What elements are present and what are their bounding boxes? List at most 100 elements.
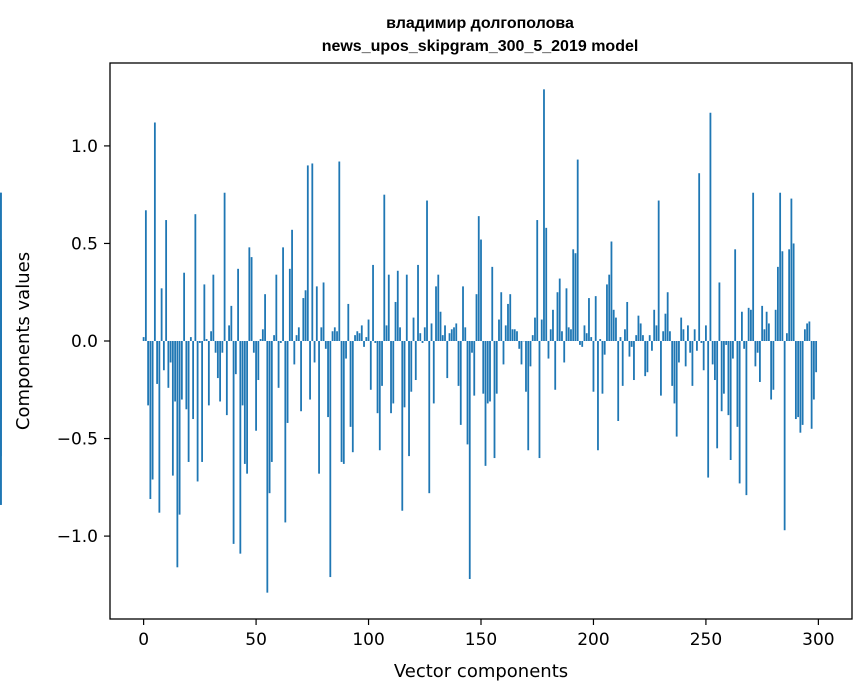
bar (759, 341, 761, 382)
bar (185, 341, 188, 410)
bar (700, 341, 703, 343)
bar (536, 220, 539, 341)
bar (340, 341, 343, 462)
bar (491, 266, 494, 341)
x-tick-label: 100 (352, 630, 384, 650)
bar (671, 341, 674, 386)
bar (570, 329, 572, 341)
bar (489, 341, 491, 402)
bar (293, 341, 296, 365)
bar (590, 337, 593, 341)
bar (493, 341, 496, 459)
bar (169, 341, 172, 363)
bar (468, 341, 471, 580)
bar (423, 327, 426, 341)
bar (151, 341, 154, 480)
bar (403, 341, 406, 408)
bar (785, 333, 788, 341)
bar (606, 284, 608, 341)
bar (653, 309, 656, 341)
bar (171, 341, 174, 476)
bar (716, 341, 719, 449)
bar (408, 341, 410, 457)
bar (345, 341, 347, 359)
bar (673, 341, 676, 404)
bar (448, 333, 451, 341)
bar (473, 341, 476, 396)
bar (680, 317, 683, 341)
bar (153, 122, 156, 341)
bar (318, 341, 320, 474)
bar (259, 339, 262, 341)
bar (475, 294, 478, 341)
bar (745, 341, 748, 496)
bar (441, 335, 444, 341)
bar (230, 305, 233, 341)
bar (525, 341, 527, 392)
bar (666, 292, 669, 341)
x-tick-label: 300 (802, 630, 834, 650)
bar (664, 313, 667, 341)
bar (707, 341, 710, 478)
bar (655, 325, 658, 341)
bar (610, 241, 613, 341)
bar (275, 274, 278, 341)
bar (201, 341, 203, 462)
bars-group (0, 89, 818, 593)
bar (545, 227, 548, 341)
bar (633, 341, 635, 381)
bar (210, 331, 212, 341)
bar (232, 341, 235, 544)
bar (486, 341, 489, 404)
bar (183, 272, 186, 341)
bar (772, 341, 775, 390)
bar (394, 301, 397, 341)
bar (788, 249, 791, 341)
bar (790, 198, 793, 341)
bar (237, 268, 239, 341)
bar (509, 294, 512, 341)
bar (367, 319, 370, 341)
bar (297, 327, 300, 341)
bar (396, 270, 399, 341)
bar (435, 286, 437, 341)
bar (718, 282, 721, 341)
bar (410, 341, 413, 392)
bar (162, 341, 165, 371)
bar (338, 161, 341, 341)
bar (646, 341, 649, 373)
bar (669, 331, 671, 341)
bar (223, 192, 226, 341)
bar (381, 341, 383, 386)
bar (342, 341, 345, 464)
bar (369, 341, 372, 390)
bar (349, 341, 352, 427)
bar (619, 337, 622, 341)
bar (430, 323, 433, 341)
bar (799, 341, 802, 433)
bar (376, 341, 379, 414)
bar (320, 327, 323, 341)
bar (160, 288, 163, 341)
bar (149, 341, 152, 500)
bar (747, 307, 750, 341)
bar (234, 341, 237, 375)
bar (225, 341, 228, 416)
bar (286, 341, 289, 423)
bar (806, 323, 809, 341)
bar (390, 341, 392, 414)
bar (626, 301, 629, 341)
bar (374, 341, 377, 343)
bar (273, 335, 275, 341)
bar (504, 325, 507, 341)
bar (178, 341, 181, 515)
bar (466, 341, 469, 445)
bar (563, 341, 566, 363)
bar (601, 341, 604, 394)
bar (765, 311, 768, 341)
bar (635, 335, 638, 341)
bar (511, 329, 514, 341)
bar (228, 325, 230, 341)
bar (450, 329, 453, 341)
